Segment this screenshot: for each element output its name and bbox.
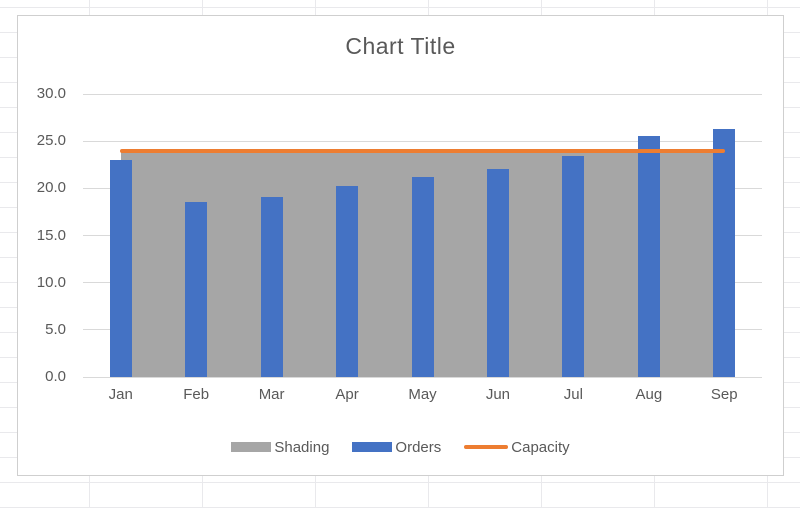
legend-swatch-orders bbox=[352, 442, 393, 452]
bar-orders-sep[interactable] bbox=[713, 128, 736, 377]
gridline bbox=[83, 140, 762, 142]
x-axis-line bbox=[83, 376, 762, 378]
chart-card[interactable]: Chart Title Shading Orders Capacity 30.0 25… bbox=[17, 15, 784, 476]
bar-orders-jul[interactable] bbox=[562, 156, 585, 377]
x-tick-label-jun: Jun bbox=[485, 386, 511, 403]
capacity-line-series[interactable] bbox=[119, 148, 726, 153]
legend-label-shading: Shading bbox=[274, 438, 330, 456]
x-tick-label-may: May bbox=[408, 386, 437, 403]
legend-swatch-capacity bbox=[464, 445, 509, 449]
y-tick-label: 5.0 bbox=[45, 320, 66, 338]
x-tick-label-apr: Apr bbox=[335, 386, 359, 403]
bar-orders-may[interactable] bbox=[411, 177, 434, 377]
chart-legend[interactable]: Shading Orders Capacity bbox=[18, 438, 783, 456]
bar-orders-mar[interactable] bbox=[260, 196, 283, 377]
x-tick-label-sep: Sep bbox=[710, 386, 738, 403]
legend-item-capacity[interactable]: Capacity bbox=[464, 438, 570, 456]
legend-label-capacity: Capacity bbox=[511, 438, 570, 456]
x-tick-label-jul: Jul bbox=[563, 386, 583, 403]
x-tick-label-jan: Jan bbox=[108, 386, 133, 403]
legend-label-orders: Orders bbox=[395, 438, 442, 456]
y-tick-label: 15.0 bbox=[36, 226, 66, 244]
bar-orders-apr[interactable] bbox=[336, 186, 359, 377]
y-tick-label: 0.0 bbox=[45, 368, 66, 385]
bar-orders-aug[interactable] bbox=[637, 136, 660, 377]
y-tick-label: 30.0 bbox=[36, 85, 66, 102]
bar-orders-feb[interactable] bbox=[185, 202, 208, 377]
x-tick-label-feb: Feb bbox=[183, 386, 210, 403]
chart-title[interactable]: Chart Title bbox=[345, 33, 456, 59]
bar-orders-jun[interactable] bbox=[486, 168, 509, 377]
bar-orders-jan[interactable] bbox=[109, 160, 132, 377]
legend-item-shading[interactable]: Shading bbox=[231, 439, 329, 456]
y-tick-label: 20.0 bbox=[36, 179, 66, 197]
gridline bbox=[83, 93, 762, 95]
y-tick-label: 10.0 bbox=[36, 273, 66, 291]
x-tick-label-aug: Aug bbox=[635, 386, 663, 403]
legend-item-orders[interactable]: Orders bbox=[352, 439, 441, 456]
legend-swatch-shading bbox=[231, 442, 272, 452]
x-tick-label-mar: Mar bbox=[258, 386, 285, 403]
y-tick-label: 25.0 bbox=[36, 132, 66, 150]
